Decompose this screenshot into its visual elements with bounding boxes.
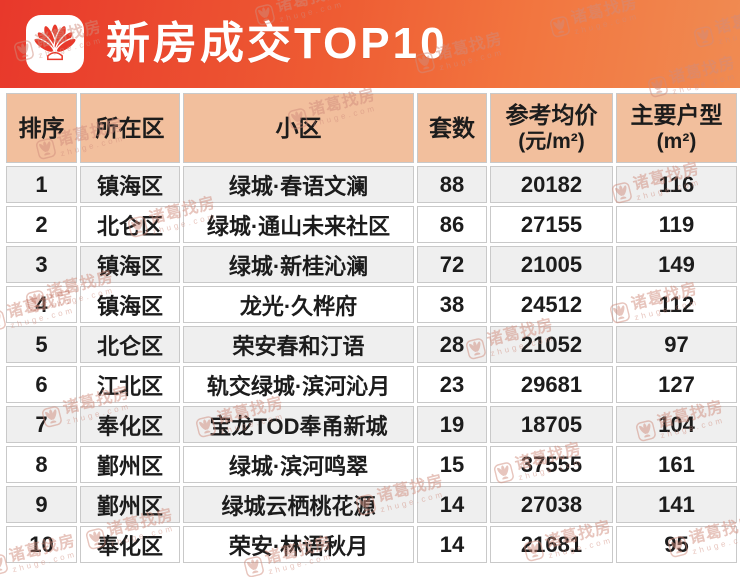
table-row: 3 镇海区 绿城·新桂沁澜 72 21005 149 <box>6 246 737 283</box>
table-cell: 8 <box>6 446 77 483</box>
table-cell: 北仑区 <box>80 326 180 363</box>
table-cell: 北仑区 <box>80 206 180 243</box>
table-cell: 21681 <box>490 526 613 563</box>
table-cell: 104 <box>616 406 737 443</box>
ranking-table: 排序 所在区 小区 套数 参考均价 (元/m²) 主要户型 (m²) 1 镇海区 绿城·春语文澜 8… <box>3 90 740 566</box>
app-logo <box>26 15 84 73</box>
table-row: 9 鄞州区 绿城云栖桃花源 14 27038 141 <box>6 486 737 523</box>
table-cell: 119 <box>616 206 737 243</box>
table-cell: 18705 <box>490 406 613 443</box>
table-cell: 绿城·滨河鸣翠 <box>183 446 414 483</box>
table-cell: 127 <box>616 366 737 403</box>
table-cell: 38 <box>417 286 487 323</box>
table-cell: 江北区 <box>80 366 180 403</box>
table-row: 6 江北区 轨交绿城·滨河沁月 23 29681 127 <box>6 366 737 403</box>
table-cell: 14 <box>417 526 487 563</box>
table-cell: 荣安·林语秋月 <box>183 526 414 563</box>
table-cell: 鄞州区 <box>80 446 180 483</box>
table-cell: 112 <box>616 286 737 323</box>
page-title: 新房成交TOP10 <box>106 19 448 68</box>
table-cell: 5 <box>6 326 77 363</box>
table-cell: 荣安春和汀语 <box>183 326 414 363</box>
table-cell: 27155 <box>490 206 613 243</box>
table-cell: 20182 <box>490 166 613 203</box>
table-cell: 4 <box>6 286 77 323</box>
table-cell: 24512 <box>490 286 613 323</box>
table-row: 1 镇海区 绿城·春语文澜 88 20182 116 <box>6 166 737 203</box>
table-cell: 28 <box>417 326 487 363</box>
table-cell: 72 <box>417 246 487 283</box>
table-cell: 绿城云栖桃花源 <box>183 486 414 523</box>
table-cell: 奉化区 <box>80 406 180 443</box>
table-row: 7 奉化区 宝龙TOD奉甬新城 19 18705 104 <box>6 406 737 443</box>
table-cell: 1 <box>6 166 77 203</box>
table-cell: 29681 <box>490 366 613 403</box>
column-header: 所在区 <box>80 93 180 163</box>
table-cell: 116 <box>616 166 737 203</box>
table-cell: 镇海区 <box>80 246 180 283</box>
table-cell: 21052 <box>490 326 613 363</box>
table-cell: 95 <box>616 526 737 563</box>
table-cell: 9 <box>6 486 77 523</box>
table-cell: 88 <box>417 166 487 203</box>
table-cell: 149 <box>616 246 737 283</box>
column-header-unit: (元/m²) <box>518 130 585 154</box>
column-header: 主要户型 (m²) <box>616 93 737 163</box>
table-cell: 镇海区 <box>80 286 180 323</box>
table-header-row: 排序 所在区 小区 套数 参考均价 (元/m²) 主要户型 (m²) <box>6 93 737 163</box>
feather-fan-logo-icon <box>33 23 77 61</box>
table-cell: 7 <box>6 406 77 443</box>
table-cell: 2 <box>6 206 77 243</box>
table-cell: 141 <box>616 486 737 523</box>
table-cell: 绿城·通山未来社区 <box>183 206 414 243</box>
table-container: 排序 所在区 小区 套数 参考均价 (元/m²) 主要户型 (m²) 1 镇海区 绿城·春语文澜 8… <box>0 88 740 566</box>
table-cell: 镇海区 <box>80 166 180 203</box>
table-cell: 绿城·春语文澜 <box>183 166 414 203</box>
table-cell: 37555 <box>490 446 613 483</box>
table-cell: 97 <box>616 326 737 363</box>
table-cell: 86 <box>417 206 487 243</box>
table-row: 4 镇海区 龙光·久桦府 38 24512 112 <box>6 286 737 323</box>
header-band: 新房成交TOP10 <box>0 0 740 88</box>
table-row: 8 鄞州区 绿城·滨河鸣翠 15 37555 161 <box>6 446 737 483</box>
table-row: 5 北仑区 荣安春和汀语 28 21052 97 <box>6 326 737 363</box>
table-row: 10 奉化区 荣安·林语秋月 14 21681 95 <box>6 526 737 563</box>
table-cell: 15 <box>417 446 487 483</box>
table-cell: 6 <box>6 366 77 403</box>
table-cell: 奉化区 <box>80 526 180 563</box>
table-cell: 14 <box>417 486 487 523</box>
table-cell: 绿城·新桂沁澜 <box>183 246 414 283</box>
table-cell: 19 <box>417 406 487 443</box>
column-header: 排序 <box>6 93 77 163</box>
column-header: 参考均价 (元/m²) <box>490 93 613 163</box>
table-cell: 龙光·久桦府 <box>183 286 414 323</box>
table-cell: 3 <box>6 246 77 283</box>
table-body: 1 镇海区 绿城·春语文澜 88 20182 116 2 北仑区 绿城·通山未来社区 86 2715… <box>6 166 737 563</box>
table-cell: 161 <box>616 446 737 483</box>
table-cell: 23 <box>417 366 487 403</box>
column-header: 套数 <box>417 93 487 163</box>
column-header: 小区 <box>183 93 414 163</box>
table-cell: 鄞州区 <box>80 486 180 523</box>
column-header-unit: (m²) <box>656 130 697 154</box>
table-cell: 21005 <box>490 246 613 283</box>
table-cell: 宝龙TOD奉甬新城 <box>183 406 414 443</box>
table-row: 2 北仑区 绿城·通山未来社区 86 27155 119 <box>6 206 737 243</box>
table-cell: 轨交绿城·滨河沁月 <box>183 366 414 403</box>
table-cell: 10 <box>6 526 77 563</box>
table-cell: 27038 <box>490 486 613 523</box>
